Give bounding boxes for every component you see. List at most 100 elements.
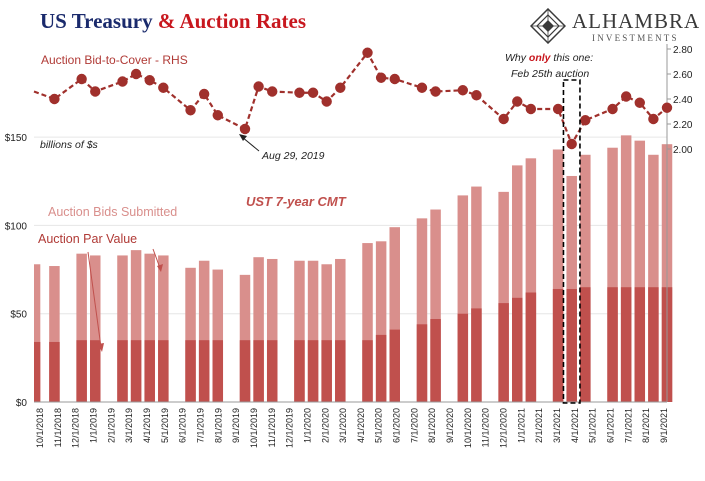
left-y-tick-label: $50: [10, 310, 27, 321]
x-tick-label: 1/1/2019: [88, 408, 98, 443]
btc-point: [580, 115, 591, 126]
bar-par: [144, 340, 155, 402]
btc-point: [130, 68, 142, 80]
bar-par: [34, 341, 41, 402]
bar-par: [607, 287, 618, 402]
highlight-dashed-box: [562, 79, 581, 404]
x-tick-label: 3/1/2020: [338, 408, 348, 443]
bar-submitted: [212, 269, 224, 402]
bar-par: [307, 340, 319, 402]
cmt-label: UST 7-year CMT: [246, 194, 347, 209]
x-tick-label: 8/1/2020: [427, 408, 437, 443]
bar-submitted: [375, 241, 387, 402]
x-tick-label: 7/1/2019: [195, 408, 205, 443]
right-y-tick-label: 2.20: [673, 120, 693, 131]
bar-par: [512, 297, 523, 402]
btc-point: [512, 96, 523, 107]
bar-submitted: [266, 258, 278, 402]
bar-par: [76, 340, 87, 402]
btc-point: [117, 76, 128, 87]
bar-par: [580, 287, 591, 402]
bar-submitted: [49, 266, 60, 402]
bar-submitted: [158, 255, 169, 402]
bar-submitted: [512, 165, 523, 402]
bar-par: [335, 340, 346, 402]
bar-submitted: [321, 264, 332, 402]
x-tick-label: 10/1/2019: [249, 408, 259, 448]
bar-par: [525, 292, 537, 402]
bids-arrow-head: [157, 264, 163, 272]
bar-submitted: [198, 260, 210, 402]
par-value-label: Auction Par Value: [38, 232, 137, 246]
btc-point: [239, 123, 251, 135]
bar-par: [239, 340, 251, 402]
bar-submitted: [76, 253, 87, 402]
x-tick-label: 11/1/2020: [481, 408, 491, 447]
btc-point: [389, 73, 400, 85]
left-y-tick-label: $100: [5, 221, 28, 232]
x-tick-label: 12/1/2018: [71, 408, 81, 448]
right-y-tick-label: 2.80: [673, 45, 693, 56]
alhambra-logo: ALHAMBRA INVESTMENTS: [530, 8, 700, 44]
bar-submitted: [430, 209, 441, 402]
btc-line: [33, 47, 673, 150]
bar-par: [321, 340, 332, 402]
feb-25-note: Feb 25th auction: [511, 68, 589, 80]
alhambra-diamond-logo-icon: [530, 8, 566, 44]
bar-submitted: [335, 258, 346, 402]
bar-submitted: [416, 218, 428, 402]
x-tick-label: 4/1/2021: [570, 408, 580, 443]
title-part-1: US Treasury: [40, 9, 153, 33]
bar-submitted: [471, 186, 482, 402]
bar-par: [430, 319, 441, 402]
btc-point: [607, 103, 618, 115]
bids-submitted-label: Auction Bids Submitted: [48, 205, 177, 219]
bar-par: [375, 334, 387, 402]
bar-submitted: [34, 264, 41, 402]
btc-point: [321, 96, 332, 107]
why-pre: Why: [505, 52, 529, 64]
btc-point: [634, 97, 645, 108]
x-tick-label: 8/1/2021: [641, 408, 651, 443]
x-tick-label: 4/1/2020: [356, 408, 366, 443]
x-tick-label: 9/1/2019: [231, 408, 241, 443]
highlight-box: [562, 79, 581, 404]
btc-point: [498, 113, 509, 125]
bar-submitted: [634, 140, 646, 402]
why-only: only: [529, 52, 552, 64]
bar-par: [620, 287, 632, 402]
btc-point: [552, 103, 564, 115]
bar-par: [90, 340, 101, 402]
btc-point: [430, 86, 441, 97]
x-tick-label: 2/1/2021: [534, 408, 544, 443]
bar-par: [212, 340, 224, 402]
btc-point: [307, 87, 319, 98]
btc-point: [158, 82, 169, 93]
bar-submitted: [552, 149, 564, 402]
btc-point: [416, 82, 428, 93]
bar-submitted: [253, 257, 264, 402]
bar-submitted: [607, 147, 618, 402]
aug-arrow-line: [241, 136, 260, 152]
btc-point: [620, 91, 632, 102]
x-tick-label: 7/1/2020: [409, 408, 419, 443]
bar-submitted: [525, 158, 537, 402]
units-label: billions of $s: [40, 139, 99, 151]
btc-point: [648, 113, 659, 125]
bar-submitted: [90, 255, 101, 402]
right-y-tick-label: 2.00: [673, 145, 693, 156]
btc-point: [144, 75, 155, 86]
bar-submitted: [307, 260, 319, 402]
x-tick-label: 11/1/2018: [53, 408, 63, 447]
bar-par: [198, 340, 210, 402]
par-arrow-line: [87, 251, 102, 348]
btc-point: [49, 93, 60, 105]
bar-submitted: [130, 250, 142, 402]
bar-submitted: [185, 267, 196, 402]
x-tick-label: 9/1/2020: [445, 408, 455, 443]
bar-submitted: [144, 253, 155, 402]
x-tick-label: 3/1/2019: [124, 408, 134, 443]
x-tick-label: 1/1/2020: [302, 408, 312, 443]
bar-submitted: [389, 227, 400, 402]
